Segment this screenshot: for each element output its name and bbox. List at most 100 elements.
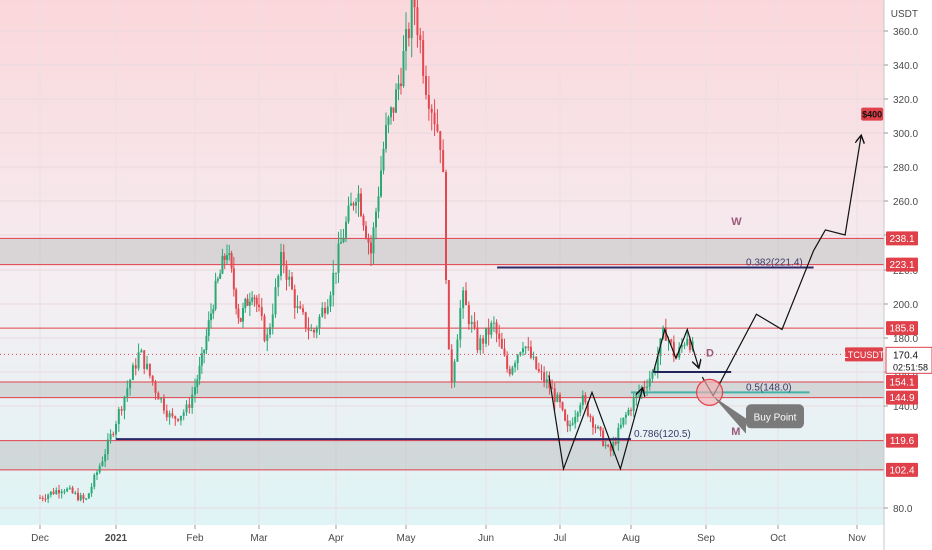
candle: [470, 315, 473, 333]
candle-body: [445, 172, 447, 281]
candle-body: [160, 398, 163, 400]
candle-body: [93, 474, 96, 487]
candle: [656, 346, 659, 379]
candle: [581, 390, 584, 410]
candle: [360, 188, 362, 218]
candle: [551, 379, 554, 390]
candle-body: [561, 402, 564, 410]
candle-body: [597, 426, 600, 429]
candle: [131, 362, 134, 381]
candle: [291, 271, 293, 291]
candle: [205, 328, 208, 355]
time-axis[interactable]: Dec 2021 Feb Mar Apr May Jun Jul Aug Sep Oct Nov: [31, 525, 866, 544]
candle-body: [282, 252, 285, 266]
candle: [126, 380, 129, 402]
candle: [619, 417, 622, 430]
current-price-box: [885, 346, 932, 374]
candle: [377, 186, 380, 219]
candle: [66, 487, 69, 493]
candle-body: [85, 498, 88, 500]
candle-body: [154, 382, 157, 393]
candle: [71, 485, 74, 494]
candle-body: [569, 424, 572, 427]
candle-body: [422, 40, 425, 76]
candle: [459, 299, 462, 348]
d-letter: D: [706, 348, 714, 360]
candle: [532, 351, 535, 361]
candle-body: [514, 363, 517, 368]
callout-box: [746, 404, 804, 429]
candle-body: [66, 488, 69, 492]
candle: [260, 298, 263, 321]
candle-body: [77, 492, 79, 501]
candle: [129, 378, 132, 396]
candle-body: [41, 497, 44, 499]
candle: [98, 463, 101, 474]
candle: [68, 485, 71, 490]
candle-body: [266, 334, 269, 341]
candle: [559, 392, 561, 408]
candle: [503, 338, 506, 357]
candle-body: [387, 117, 390, 125]
candle: [196, 374, 199, 394]
price-tag-box: [886, 433, 918, 448]
candle: [302, 304, 304, 316]
candle-body: [168, 413, 171, 418]
price-tick-label: 280.0: [893, 163, 918, 174]
candle: [112, 431, 115, 438]
candle: [395, 83, 397, 114]
candle-body: [230, 253, 233, 269]
candle-body: [219, 273, 222, 279]
candle-body: [522, 348, 524, 353]
candle: [137, 343, 140, 371]
candle: [188, 396, 191, 414]
price-tag: 185.8: [886, 321, 918, 336]
candle-body: [609, 446, 612, 452]
candle-body: [355, 202, 357, 206]
candle: [627, 407, 630, 416]
candle-body: [285, 265, 288, 280]
candle-body: [296, 306, 299, 308]
candle-body: [60, 491, 63, 494]
price-tick-label: 300.0: [893, 129, 918, 140]
candle: [266, 328, 269, 352]
candle: [335, 272, 337, 285]
candle: [648, 370, 651, 391]
currency-label: USDT: [891, 9, 918, 20]
candle-body: [55, 489, 58, 494]
candle: [387, 115, 390, 134]
candle-body: [498, 333, 501, 339]
candle: [425, 65, 427, 100]
candle: [210, 303, 212, 329]
candle: [160, 397, 163, 403]
candle: [537, 362, 540, 374]
candle: [535, 356, 538, 371]
candle-body: [174, 416, 177, 419]
candle: [664, 318, 667, 341]
candle: [307, 317, 310, 340]
candle-body: [627, 409, 630, 415]
candle: [90, 483, 93, 497]
candle: [212, 304, 215, 320]
candle-body: [506, 355, 509, 370]
candle-body: [291, 276, 293, 290]
candle-body: [165, 410, 168, 418]
candle-body: [456, 339, 459, 362]
candle-body: [96, 472, 98, 475]
candle: [165, 404, 168, 421]
candle: [223, 253, 226, 270]
price-axis[interactable]: USDT 80.0140.0160.0180.0200.0220.0240.02…: [844, 9, 932, 515]
candle-body: [68, 487, 71, 489]
candle-body: [321, 307, 324, 317]
candle: [576, 410, 579, 422]
candle: [85, 497, 88, 501]
candle: [171, 408, 174, 419]
candle-body: [293, 289, 296, 308]
candle: [274, 278, 277, 318]
candle-body: [632, 398, 635, 411]
candle: [508, 365, 511, 377]
candle-body: [212, 308, 215, 314]
candle: [154, 379, 157, 400]
candle: [594, 424, 597, 434]
candle: [277, 274, 280, 297]
